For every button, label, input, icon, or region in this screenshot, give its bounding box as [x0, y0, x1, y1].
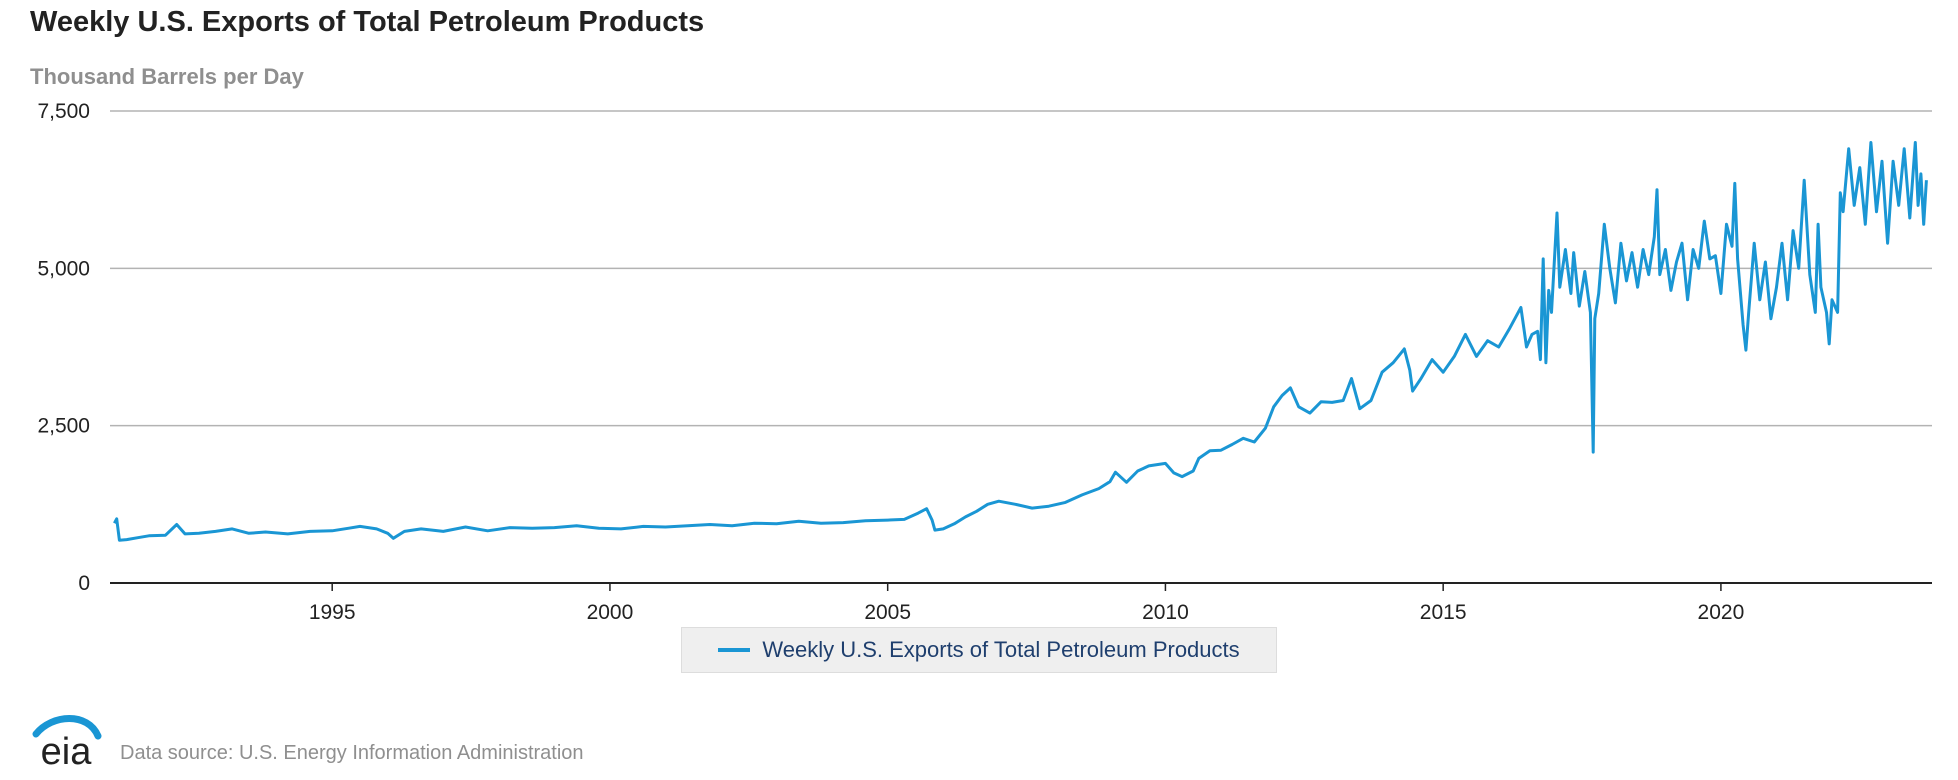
legend[interactable]: Weekly U.S. Exports of Total Petroleum P…: [681, 627, 1277, 673]
legend-swatch: [718, 648, 751, 652]
y-tick-label: 0: [78, 572, 90, 595]
x-tick-label: 2020: [1698, 601, 1745, 624]
x-axis-tick-labels: 1995 2000 2005 2010 2015 2020: [309, 601, 1744, 624]
y-tick-label: 7,500: [37, 100, 90, 123]
y-axis-tick-labels: 0 2,500 5,000 7,500: [37, 100, 90, 595]
x-tick-label: 2005: [864, 601, 911, 624]
eia-logo-arc: [32, 715, 102, 740]
eia-logo: eia: [30, 712, 102, 773]
y-tick-label: 2,500: [37, 415, 90, 438]
y-axis-unit-label: Thousand Barrels per Day: [30, 64, 304, 89]
x-tick-label: 2010: [1142, 601, 1189, 624]
x-tick-label: 2000: [587, 601, 634, 624]
x-axis: [110, 582, 1932, 591]
series-line[interactable]: [113, 141, 1928, 542]
legend-label: Weekly U.S. Exports of Total Petroleum P…: [762, 637, 1240, 662]
line-chart: 0 2,500 5,000 7,500 1995 2000 2005 2010 2015 202…: [37, 100, 1932, 624]
eia-logo-text: eia: [41, 731, 93, 768]
chart-title: Weekly U.S. Exports of Total Petroleum P…: [30, 6, 705, 38]
data-source-note: Data source: U.S. Energy Information Adm…: [120, 742, 584, 764]
x-tick-label: 1995: [309, 601, 356, 624]
x-tick-label: 2015: [1420, 601, 1467, 624]
y-tick-label: 5,000: [37, 257, 90, 280]
